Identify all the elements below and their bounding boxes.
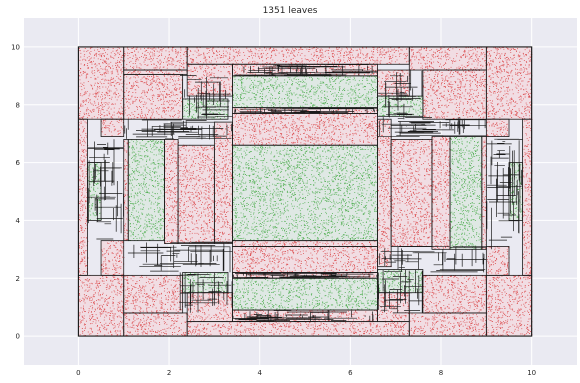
leaf-region: [123, 46, 188, 71]
leaf-region: [214, 122, 233, 244]
leaf-region: [101, 119, 124, 137]
leaf-region: [232, 145, 378, 241]
point-cloud: [178, 144, 215, 244]
point-cloud: [391, 139, 433, 247]
point-cloud: [232, 75, 379, 109]
split-band: [234, 107, 378, 114]
leaf-region: [522, 119, 532, 276]
y-tick-label: 2: [16, 275, 20, 283]
point-cloud: [486, 246, 510, 276]
region-border: [123, 274, 184, 314]
split-band: [232, 272, 378, 279]
leaf-region: [391, 139, 432, 247]
region-border: [485, 246, 510, 276]
x-tick-label: 2: [167, 369, 171, 377]
point-cloud: [182, 98, 229, 120]
leaf-region: [431, 136, 451, 250]
leaf-region: [409, 46, 487, 71]
x-tick-label: 0: [76, 369, 80, 377]
split-band: [179, 272, 233, 313]
leaf-region: [232, 75, 378, 108]
region-border: [123, 139, 129, 242]
x-tick-label: 4: [257, 369, 262, 377]
point-cloud: [486, 119, 508, 138]
split-band: [377, 117, 487, 137]
leaf-regions: [78, 46, 532, 337]
region-border: [481, 136, 487, 250]
point-cloud: [410, 312, 488, 337]
point-cloud: [123, 73, 184, 120]
leaf-region: [187, 292, 233, 322]
split-band: [378, 246, 487, 273]
point-cloud: [123, 46, 188, 71]
region-border: [232, 240, 378, 247]
leaf-region: [486, 246, 510, 276]
region-border: [377, 118, 392, 268]
region-border: [485, 118, 510, 137]
x-tick-label: 6: [348, 369, 353, 377]
point-cloud: [101, 240, 125, 276]
region-border: [164, 139, 179, 244]
leaf-region: [486, 46, 532, 120]
point-cloud: [214, 122, 234, 244]
leaf-region: [232, 246, 378, 273]
region-border: [377, 69, 410, 97]
leaf-region: [232, 113, 378, 146]
split-band: [377, 269, 423, 314]
split-band: [180, 75, 233, 121]
region-border: [431, 136, 451, 250]
leaf-region: [422, 70, 487, 120]
point-cloud: [232, 113, 379, 146]
tick-labels: 0 2 4 6 8 10 0 2 4 6 8 10: [11, 43, 536, 377]
point-cloud: [78, 274, 125, 337]
leaf-region: [123, 70, 188, 75]
point-cloud: [124, 312, 188, 337]
split-lines: [77, 46, 533, 337]
split-band: [87, 139, 124, 240]
leaf-region: [78, 46, 124, 120]
point-cloud: [232, 144, 379, 242]
outer-border: [77, 46, 533, 337]
y-tick-label: 8: [16, 101, 20, 109]
region-border: [213, 121, 233, 244]
y-tick-label: 6: [16, 159, 21, 167]
chart-title: 1351 leaves: [263, 6, 318, 16]
leaf-region: [377, 119, 392, 267]
leaf-region: [187, 64, 233, 97]
region-border: [100, 240, 125, 276]
leaf-region: [486, 119, 510, 137]
leaf-region: [232, 240, 378, 247]
y-tick-label: 10: [11, 43, 20, 51]
leaf-region: [232, 310, 378, 322]
split-band: [486, 138, 523, 250]
x-tick-label: 10: [527, 369, 536, 377]
point-cloud: [423, 274, 487, 314]
point-cloud: [422, 69, 487, 120]
split-band: [232, 310, 374, 322]
leaf-region: [78, 119, 88, 276]
point-cloud: [450, 136, 483, 250]
x-tick-label: 8: [439, 369, 443, 377]
split-band: [127, 241, 233, 273]
point-cloud: [234, 240, 379, 247]
point-cloud: [128, 139, 166, 242]
point-cloud: [432, 136, 451, 250]
leaf-region: [481, 136, 487, 250]
leaf-region: [101, 240, 124, 276]
region-border: [100, 118, 125, 137]
point-cloud: [232, 277, 379, 311]
split-band: [232, 64, 378, 76]
point-cloud: [123, 274, 184, 314]
y-tick-label: 0: [16, 333, 20, 341]
leaf-region: [78, 275, 124, 337]
point-cloud: [78, 46, 125, 120]
region-border: [422, 274, 487, 314]
y-tick-label: 4: [16, 217, 21, 225]
split-band: [124, 119, 233, 140]
split-band: [377, 70, 424, 120]
point-cloud: [377, 292, 411, 323]
